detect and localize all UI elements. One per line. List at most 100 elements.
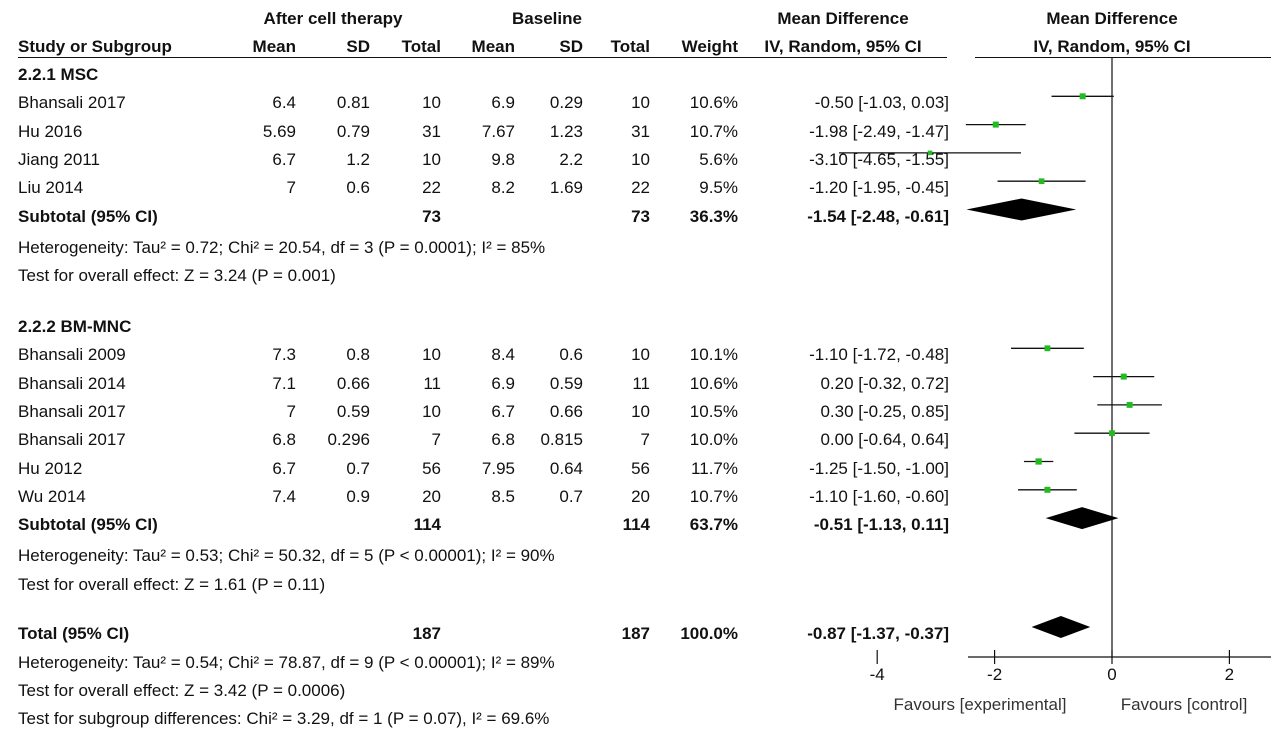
study-row-1-5-ci: -1.10 [-1.60, -0.60]: [809, 486, 949, 506]
x-tick-label-2: 0: [1107, 665, 1116, 684]
study-row-1-2-sd2: 0.66: [549, 401, 583, 421]
subtotal-row-0-ci: -1.54 [-2.48, -0.61]: [807, 206, 949, 226]
heterogeneity-1: Heterogeneity: Tau² = 0.53; Chi² = 50.32…: [18, 546, 555, 566]
study-row-0-3-name: Liu 2014: [18, 178, 84, 198]
study-row-1-0-sd2: 0.6: [559, 345, 583, 365]
study-row-0-2-weight: 5.6%: [699, 149, 738, 169]
study-row-1-4-n2: 56: [631, 458, 650, 478]
header-total2: Total: [610, 37, 650, 56]
study-row-1-5-mean2: 8.5: [491, 486, 515, 506]
study-row-1-2-weight: 10.5%: [689, 401, 738, 421]
study-row-1-1-sd2: 0.59: [549, 373, 583, 393]
study-row-0-3-sd2: 1.69: [549, 178, 583, 198]
total-row-ci: -0.87 [-1.37, -0.37]: [807, 624, 949, 643]
header-underline-plot: [975, 57, 1271, 58]
study-row-1-5-mean1: 7.4: [272, 486, 296, 506]
study-row-1-4-name: Hu 2012: [18, 458, 83, 478]
study-row-0-0-mean1: 6.4: [272, 93, 296, 113]
study-row-1-3-name: Bhansali 2017: [18, 430, 126, 450]
study-row-1-2-ci: 0.30 [-0.25, 0.85]: [820, 401, 949, 421]
study-row-1-2-mean2: 6.7: [491, 401, 515, 421]
effect-square-1: [992, 121, 999, 128]
study-row-1-4-sd2: 0.64: [549, 458, 583, 478]
header-study: Study or Subgroup: [18, 37, 172, 56]
study-row-1-3-sd2: 0.815: [540, 430, 583, 450]
study-row-1-3-n1: 7: [431, 430, 441, 450]
study-row-0-3-ci: -1.20 [-1.95, -0.45]: [809, 178, 949, 198]
header-sd1: SD: [346, 37, 370, 56]
study-row-1-0-name: Bhansali 2009: [18, 345, 126, 365]
effect-square-3: [1038, 178, 1045, 185]
study-row-1-2-name: Bhansali 2017: [18, 401, 126, 421]
study-row-1-4-sd1: 0.7: [346, 458, 370, 478]
subtotal-row-0-weight: 36.3%: [689, 206, 738, 226]
subtotal-row-1-ci: -0.51 [-1.13, 0.11]: [813, 515, 949, 535]
header-mean2: Mean: [471, 37, 515, 56]
favours-left-label: Favours [experimental]: [894, 695, 1067, 714]
study-row-1-4-weight: 11.7%: [691, 458, 738, 478]
study-row-0-1-weight: 10.7%: [689, 121, 738, 141]
header-underline-table: [18, 57, 947, 58]
study-row-1-1-mean1: 7.1: [272, 373, 296, 393]
study-row-0-3-n1: 22: [422, 178, 441, 198]
total-row-n1: 187: [412, 624, 441, 643]
study-row-0-0-mean2: 6.9: [491, 93, 515, 113]
study-row-1-2-n2: 10: [631, 401, 650, 421]
total-row-weight: 100.0%: [680, 624, 738, 643]
subgroup-label-0: 2.2.1 MSC: [18, 65, 99, 84]
header-md-method: IV, Random, 95% CI: [764, 37, 922, 56]
subtotal-row-1-n2: 114: [622, 515, 650, 535]
total-row-label: Total (95% CI): [18, 624, 130, 643]
study-row-0-2-sd2: 2.2: [559, 149, 583, 169]
study-row-1-0-mean2: 8.4: [491, 345, 515, 365]
effect-square-9: [1035, 458, 1042, 465]
study-row-1-3-n2: 7: [640, 430, 650, 450]
study-row-0-1-mean1: 5.69: [262, 121, 296, 141]
summary-diamond-11: [1045, 507, 1119, 530]
study-row-0-2-n1: 10: [422, 149, 441, 169]
study-row-0-2-name: Jiang 2011: [18, 149, 100, 169]
subtotal-row-1-n1: 114: [413, 515, 441, 535]
x-tick-label-1: -2: [987, 665, 1002, 684]
study-row-0-3-mean1: 7: [286, 178, 296, 198]
study-row-0-2-n2: 10: [631, 149, 650, 169]
study-row-0-1-sd1: 0.79: [336, 121, 370, 141]
effect-square-7: [1126, 401, 1133, 408]
study-row-0-1-n1: 31: [422, 121, 441, 141]
summary-diamond-4: [966, 198, 1077, 221]
study-row-1-1-sd1: 0.66: [336, 373, 370, 393]
subtotal-row-0-label: Subtotal (95% CI): [18, 206, 158, 226]
study-row-0-3-sd1: 0.6: [346, 178, 370, 198]
study-row-0-0-n2: 10: [631, 93, 650, 113]
study-row-1-3-sd1: 0.296: [327, 430, 370, 450]
header-plot-mean-difference: Mean Difference: [1046, 9, 1178, 28]
header-mean-difference: Mean Difference: [777, 9, 909, 28]
study-row-0-3-n2: 22: [631, 178, 650, 198]
effect-square-6: [1120, 373, 1127, 380]
overall-effect-1: Test for overall effect: Z = 1.61 (P = 0…: [18, 574, 326, 594]
footer-heterogeneity: Heterogeneity: Tau² = 0.54; Chi² = 78.87…: [18, 653, 555, 672]
study-row-1-3-mean1: 6.8: [272, 430, 296, 450]
subtotal-row-1-weight: 63.7%: [689, 515, 738, 535]
subgroup-label-1: 2.2.2 BM-MNC: [18, 317, 132, 336]
study-row-0-2-mean1: 6.7: [272, 149, 296, 169]
header-plot-method: IV, Random, 95% CI: [1033, 37, 1191, 56]
study-row-0-3-mean2: 8.2: [491, 178, 515, 198]
header-total1: Total: [401, 37, 441, 56]
study-row-1-3-mean2: 6.8: [491, 430, 515, 450]
x-tick-label-0: -4: [870, 665, 885, 684]
study-row-1-1-name: Bhansali 2014: [18, 373, 126, 393]
effect-square-10: [1044, 486, 1051, 493]
study-row-1-1-n1: 11: [423, 373, 441, 393]
summary-diamond-12: [1031, 616, 1091, 638]
subtotal-row-0-n2: 73: [631, 206, 650, 226]
study-row-1-5-n2: 20: [631, 486, 650, 506]
x-tick-label-3: 2: [1225, 665, 1234, 684]
study-row-0-0-n1: 10: [422, 93, 441, 113]
study-row-1-5-sd2: 0.7: [559, 486, 583, 506]
study-row-1-1-n2: 11: [632, 373, 650, 393]
study-row-0-1-mean2: 7.67: [481, 121, 515, 141]
effect-square-2: [927, 150, 933, 156]
footer-subgroup-differences: Test for subgroup differences: Chi² = 3.…: [18, 709, 550, 728]
